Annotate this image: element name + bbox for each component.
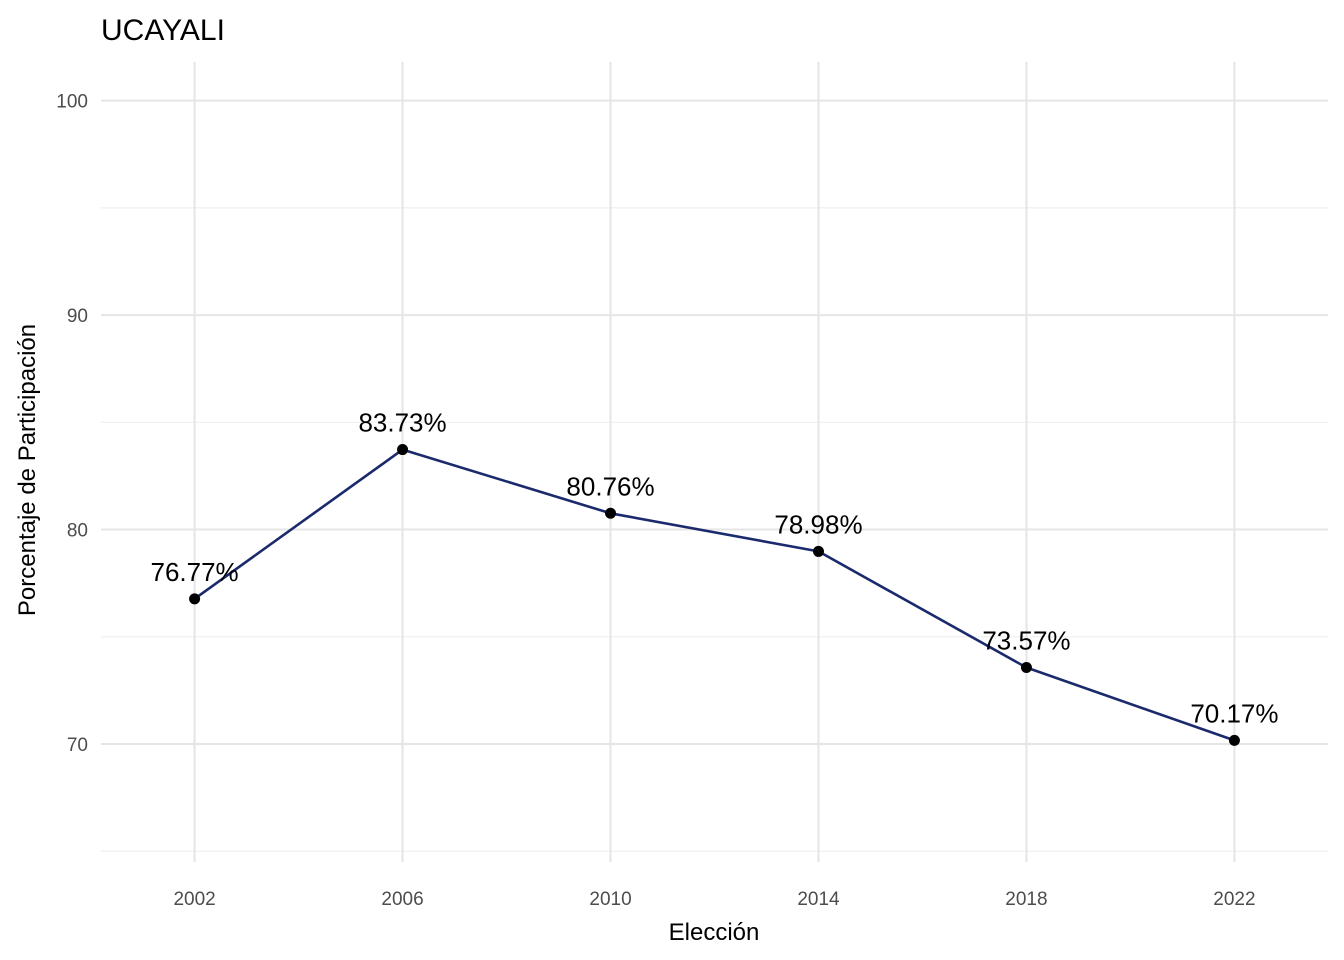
x-axis-title: Elección: [669, 919, 760, 946]
data-label: 80.76%: [566, 471, 654, 501]
data-label: 83.73%: [358, 408, 446, 438]
x-tick-label: 2014: [797, 889, 840, 910]
data-point: [605, 507, 617, 519]
data-point: [189, 593, 201, 605]
x-tick-label: 2010: [589, 889, 631, 910]
chart-title: UCAYALI: [101, 14, 225, 47]
y-tick-label: 70: [67, 735, 88, 756]
series-line: [193, 448, 1235, 742]
data-label: 70.17%: [1190, 698, 1278, 728]
data-label: 73.57%: [982, 625, 1070, 655]
x-tick-label: 2018: [1005, 889, 1047, 910]
y-tick-label: 100: [56, 92, 88, 113]
x-tick-label: 2006: [381, 889, 423, 910]
data-point: [1228, 734, 1240, 746]
y-axis-title: Porcentaje de Participación: [14, 324, 41, 616]
data-labels: 76.77% 83.73% 80.76% 78.98% 73.57% 70.17%: [150, 408, 1278, 729]
data-point: [812, 545, 824, 557]
x-tick-label: 2022: [1213, 889, 1255, 910]
x-tick-labels: 2002 2006 2010 2014 2018 2022: [173, 889, 1255, 910]
y-tick-label: 90: [67, 306, 88, 327]
data-point: [1020, 661, 1032, 673]
data-label: 76.77%: [150, 557, 238, 587]
x-tick-label: 2002: [173, 889, 215, 910]
y-tick-labels: 70 80 90 100: [56, 92, 88, 756]
data-point: [397, 444, 409, 456]
gridlines: [101, 62, 1328, 862]
series-turnout: [189, 444, 1240, 746]
y-tick-label: 80: [67, 521, 88, 542]
data-label: 78.98%: [774, 509, 862, 539]
